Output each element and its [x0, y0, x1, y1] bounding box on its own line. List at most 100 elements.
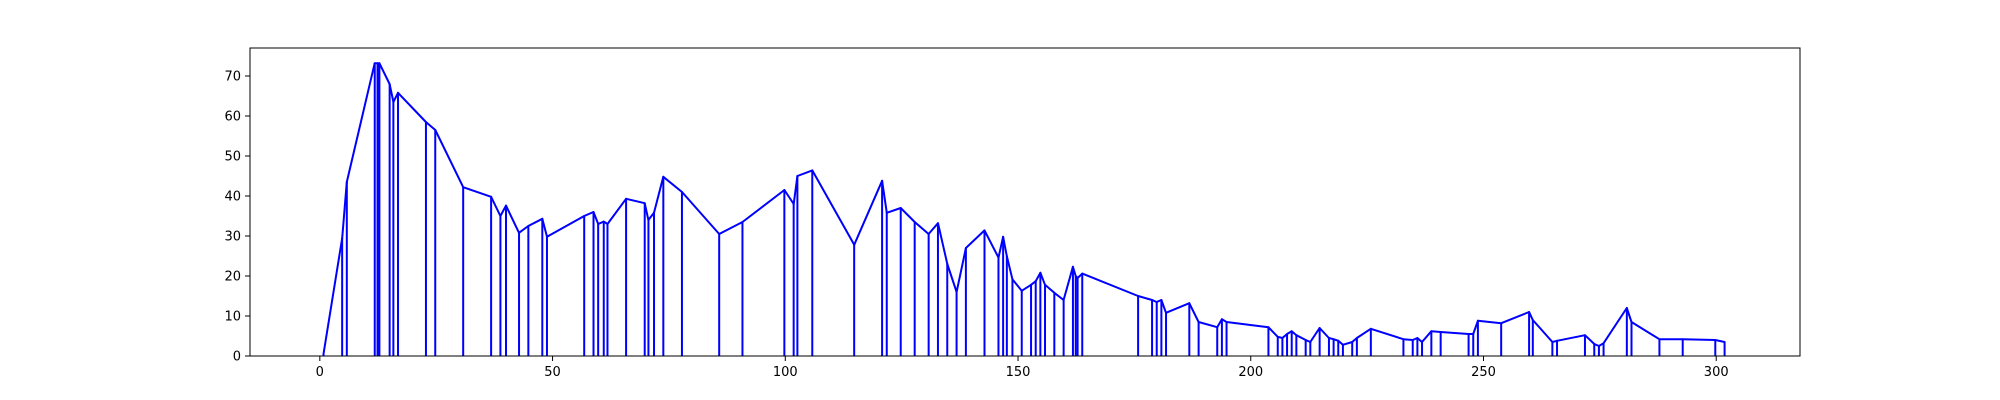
- data-point: [583, 215, 586, 217]
- x-tick-label: 0: [316, 365, 324, 380]
- data-point: [1220, 318, 1223, 321]
- data-point: [1341, 343, 1344, 346]
- data-point: [1225, 321, 1228, 323]
- data-point: [1714, 339, 1717, 341]
- data-point: [1556, 339, 1559, 342]
- data-point: [881, 179, 884, 182]
- data-point: [946, 263, 949, 265]
- data-point: [783, 189, 786, 191]
- data-point: [792, 203, 795, 205]
- data-point: [1155, 301, 1158, 303]
- data-point: [1421, 341, 1424, 343]
- data-point: [964, 247, 967, 249]
- data-point: [1411, 339, 1414, 341]
- x-tick-label: 300: [1704, 365, 1729, 380]
- data-point: [1137, 295, 1140, 297]
- data-point: [1005, 255, 1008, 257]
- data-point: [1327, 337, 1330, 339]
- data-point: [527, 225, 530, 227]
- data-point: [1597, 345, 1600, 347]
- data-point: [1290, 330, 1293, 333]
- data-point: [1318, 327, 1321, 329]
- data-point: [1030, 283, 1033, 286]
- data-point: [597, 223, 600, 225]
- data-point: [1197, 321, 1200, 323]
- data-point: [1439, 331, 1442, 333]
- data-point: [1081, 272, 1084, 275]
- data-point: [1276, 335, 1279, 338]
- y-tick-label: 50: [224, 150, 241, 165]
- data-point: [653, 211, 656, 214]
- data-point: [1476, 319, 1479, 322]
- data-point: [1351, 341, 1354, 343]
- data-point: [1295, 334, 1298, 337]
- series-line: [322, 62, 1725, 355]
- data-point: [592, 211, 595, 213]
- data-point: [388, 83, 391, 85]
- data-point: [718, 233, 721, 235]
- data-point: [1071, 265, 1074, 268]
- data-point: [647, 219, 650, 221]
- data-point: [341, 237, 344, 239]
- data-point: [1602, 342, 1605, 345]
- data-point: [1337, 339, 1340, 342]
- data-point: [1658, 338, 1661, 341]
- data-point: [1402, 338, 1405, 341]
- data-point: [885, 211, 888, 214]
- data-point: [499, 215, 502, 217]
- y-tick-label: 60: [224, 110, 241, 125]
- data-point: [811, 169, 814, 172]
- data-point: [662, 175, 665, 178]
- x-tick-label: 50: [544, 365, 561, 380]
- data-point: [1467, 333, 1470, 335]
- data-point: [796, 175, 799, 177]
- data-point: [462, 186, 465, 189]
- data-point: [434, 129, 437, 131]
- data-point: [1551, 341, 1554, 343]
- data-point: [913, 221, 916, 223]
- data-point: [1281, 337, 1284, 339]
- drop-lines-group: [322, 63, 1726, 356]
- x-tick-label: 250: [1471, 365, 1496, 380]
- data-point: [643, 202, 646, 205]
- data-point: [1472, 333, 1475, 335]
- data-point: [997, 256, 1000, 259]
- data-point: [1309, 341, 1312, 343]
- data-point: [490, 195, 493, 198]
- data-point: [1723, 341, 1726, 343]
- data-point: [606, 223, 609, 225]
- data-point: [602, 220, 605, 223]
- data-point: [1286, 333, 1289, 335]
- data-point: [541, 217, 544, 220]
- plot-frame: [249, 47, 1801, 357]
- data-point: [1165, 311, 1168, 314]
- data-point: [1267, 326, 1270, 329]
- data-point: [680, 191, 683, 193]
- data-point: [1011, 278, 1014, 281]
- data-point: [376, 62, 379, 65]
- y-tick-label: 70: [224, 70, 241, 85]
- data-point: [625, 197, 628, 200]
- data-point: [505, 204, 508, 207]
- data-point: [1430, 330, 1433, 333]
- data-point: [899, 207, 902, 209]
- x-tick-label: 200: [1238, 365, 1263, 380]
- data-point: [1625, 307, 1628, 309]
- data-point: [955, 291, 958, 293]
- data-point: [1369, 327, 1372, 330]
- data-point: [1630, 321, 1633, 323]
- data-point: [1160, 299, 1163, 301]
- data-point: [1332, 338, 1335, 341]
- data-point: [1304, 339, 1307, 341]
- data-point: [1062, 299, 1065, 301]
- y-tick-label: 0: [233, 350, 241, 365]
- data-point: [518, 231, 521, 234]
- data-point: [1020, 289, 1023, 292]
- data-point: [1188, 302, 1191, 305]
- series-group: [322, 62, 1726, 355]
- axes-group: 0 50 100 150 200 250 300 0 10 20 30 40 50 60 70: [224, 47, 1801, 380]
- data-point: [1039, 271, 1042, 274]
- x-tick-label: 150: [1006, 365, 1031, 380]
